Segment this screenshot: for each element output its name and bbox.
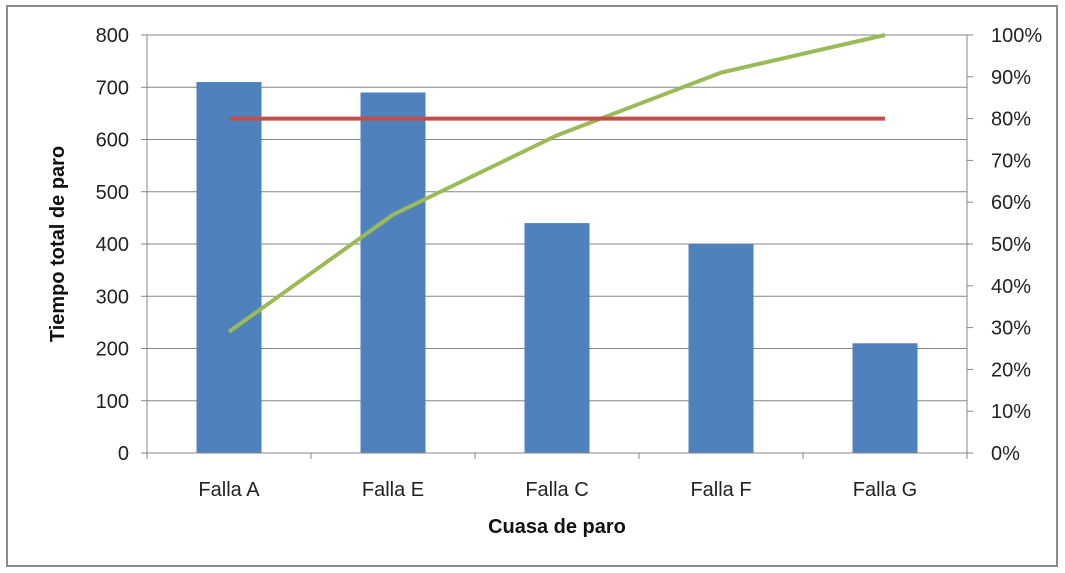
line-series (227, 33, 886, 334)
y-tick-label: 200 (96, 339, 129, 361)
y2-tick-label: 0% (991, 443, 1020, 465)
axes (141, 34, 973, 459)
y2-tick-label: 10% (991, 401, 1031, 423)
y2-tick-label: 20% (991, 359, 1031, 381)
y2-tick-label: 70% (991, 150, 1031, 172)
x-axis-title: Cuasa de paro (488, 516, 626, 538)
bar-series (196, 82, 918, 454)
y2-tick-label: 90% (991, 67, 1031, 89)
x-tick-label: Falla G (853, 479, 917, 501)
x-tick-label: Falla E (362, 479, 424, 501)
y-tick-label: 100 (96, 391, 129, 413)
pareto-chart: 0 100 200 300 400 500 600 700 800 0% 10% 20% 30% 40% 5… (47, 25, 1043, 538)
x-tick-label: Falla A (198, 479, 260, 501)
tick-labels: 0 100 200 300 400 500 600 700 800 0% 10% 20% 30% 40% 5… (96, 25, 1043, 501)
y2-tick-label: 50% (991, 234, 1031, 256)
y-tick-label: 300 (96, 286, 129, 308)
chart-frame: 0 100 200 300 400 500 600 700 800 0% 10% 20% 30% 40% 5… (6, 5, 1058, 567)
cumulative-line (227, 33, 886, 334)
bar (852, 343, 918, 453)
y2-tick-label: 80% (991, 109, 1031, 131)
y2-tick-label: 40% (991, 276, 1031, 298)
x-tick-label: Falla C (525, 479, 588, 501)
bar (688, 244, 754, 453)
y-tick-label: 0 (118, 443, 129, 465)
bar (524, 223, 590, 453)
x-tick-label: Falla F (690, 479, 751, 501)
y-tick-label: 400 (96, 234, 129, 256)
y-tick-label: 800 (96, 25, 129, 47)
y-tick-label: 600 (96, 130, 129, 152)
y2-tick-label: 60% (991, 192, 1031, 214)
y-axis-title: Tiempo total de paro (47, 146, 69, 342)
bar (196, 82, 262, 454)
y2-tick-label: 30% (991, 318, 1031, 340)
y-tick-label: 700 (96, 77, 129, 99)
y-tick-label: 500 (96, 182, 129, 204)
y2-tick-label: 100% (991, 25, 1042, 47)
bar (360, 92, 426, 453)
